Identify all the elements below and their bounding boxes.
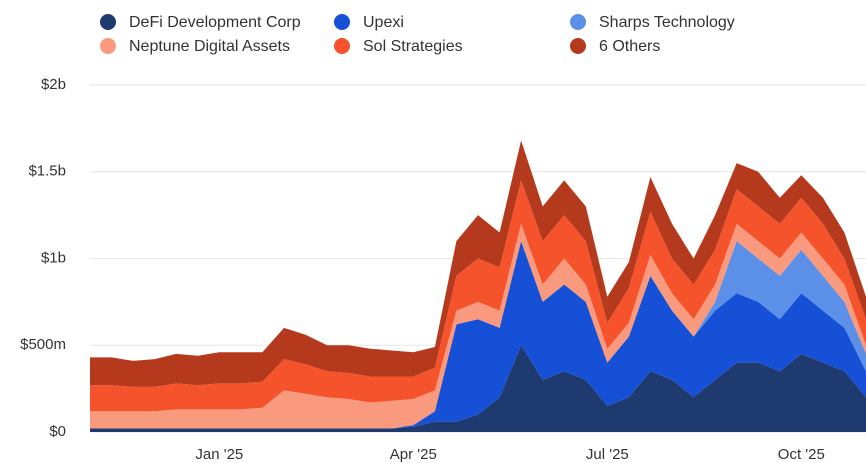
y-tick-label: $1.5b (28, 163, 66, 180)
legend-marker (334, 38, 350, 54)
x-tick-label: Jul '25 (586, 446, 629, 463)
area (90, 140, 866, 387)
y-tick-label: $0 (49, 423, 66, 440)
area (90, 241, 866, 429)
legend-marker (334, 14, 350, 30)
legend-marker (100, 14, 116, 30)
legend-marker (100, 38, 116, 54)
legend-label: Sol Strategies (363, 38, 463, 55)
legend-label: Upexi (363, 14, 404, 31)
legend-label: 6 Others (599, 38, 660, 55)
legend-label: Sharps Technology (599, 14, 735, 31)
x-tick-label: Jan '25 (195, 446, 243, 463)
x-tick-label: Oct '25 (778, 446, 825, 463)
legend-label: Neptune Digital Assets (129, 38, 290, 55)
y-tick-label: $1b (41, 249, 66, 266)
y-tick-label: $2b (41, 76, 66, 93)
legend-marker (570, 38, 586, 54)
area (90, 345, 866, 432)
y-tick-label: $500m (20, 336, 66, 353)
x-tick-label: Apr '25 (390, 446, 437, 463)
legend-label: DeFi Development Corp (129, 14, 301, 31)
legend-marker (570, 14, 586, 30)
area (90, 180, 866, 412)
